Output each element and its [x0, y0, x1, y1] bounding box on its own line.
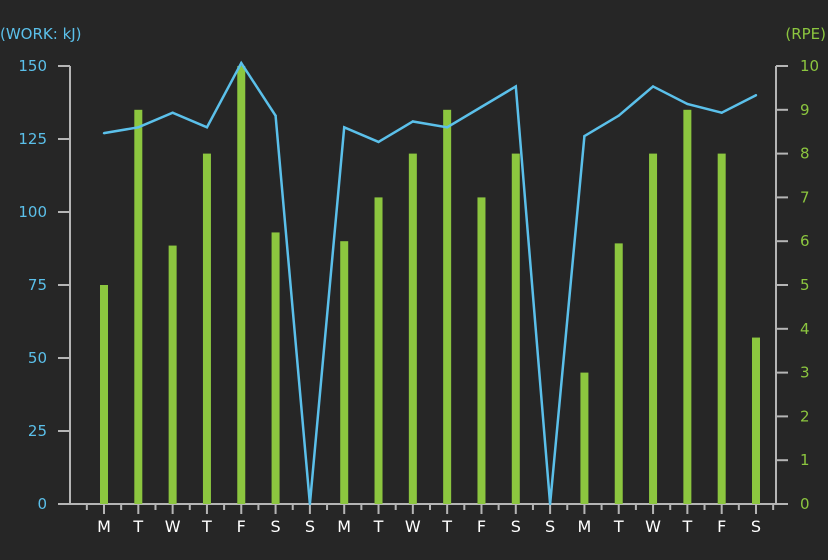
x-axis-tick-label: W [645, 517, 661, 536]
right-axis-tick-label: 8 [800, 145, 810, 163]
x-axis-tick-label: T [441, 517, 452, 536]
x-axis-tick-label: F [717, 517, 726, 536]
x-axis-tick-label: S [545, 517, 555, 536]
work-point [686, 102, 689, 106]
x-axis-tick-label: F [477, 517, 486, 536]
left-axis-tick-label: 25 [28, 422, 47, 440]
rpe-bar [683, 109, 692, 505]
work-point [548, 502, 552, 506]
right-axis-tick-label: 3 [800, 364, 810, 382]
work-point [240, 61, 243, 65]
rpe-bar [649, 153, 658, 504]
x-axis-tick-label: W [165, 517, 181, 536]
rpe-bar [443, 109, 452, 505]
work-point [514, 85, 517, 88]
work-point [720, 111, 723, 114]
right-axis-tick-label: 7 [800, 188, 810, 206]
right-axis-tick-label: 1 [800, 451, 810, 469]
right-axis-tick-label: 10 [800, 57, 819, 75]
x-axis-tick-label: S [751, 517, 761, 536]
x-axis-tick-label: S [271, 517, 281, 536]
right-axis-tick-label: 4 [800, 320, 810, 338]
right-axis-tick-label: 9 [800, 101, 810, 119]
rpe-bar [202, 153, 211, 504]
work-point [274, 114, 277, 117]
x-axis-tick-label: T [132, 517, 143, 536]
work-point [445, 126, 449, 129]
left-axis-tick-label: 125 [18, 130, 47, 148]
rpe-bar [752, 337, 760, 504]
work-line [103, 60, 757, 505]
x-axis-tick-label: T [201, 517, 212, 536]
x-axis-tick-label: T [613, 517, 624, 536]
x-axis-tick-label: M [97, 517, 111, 536]
x-axis-tick-label: M [578, 517, 592, 536]
axes [58, 65, 788, 514]
rpe-bar [408, 153, 417, 504]
work-point [205, 126, 209, 129]
work-point [137, 126, 140, 129]
x-axis-tick-label: S [305, 517, 315, 536]
x-axis-tick-label: M [337, 517, 351, 536]
work-point [102, 131, 106, 135]
rpe-bar [511, 153, 520, 504]
right-axis-tick-label: 0 [800, 495, 810, 513]
work-point [411, 120, 415, 123]
rpe-bar [580, 372, 589, 504]
left-axis-title: (WORK: kJ) [0, 25, 82, 43]
rpe-bar [717, 153, 726, 504]
work-point [480, 105, 483, 109]
x-axis-tick-label: W [405, 517, 421, 536]
work-line-layer [102, 60, 758, 506]
rpe-bars [100, 66, 760, 505]
left-axis-tick-label: 0 [37, 495, 47, 513]
work-point [377, 140, 380, 144]
work-point [308, 502, 312, 506]
rpe-bar [374, 197, 383, 504]
x-axis-tick-label: T [681, 517, 692, 536]
work-point [171, 111, 174, 114]
rpe-bar [271, 232, 280, 504]
rpe-bar [340, 241, 349, 504]
right-axis-tick-label: 5 [800, 276, 810, 294]
right-axis-title: (RPE) [785, 25, 826, 43]
rpe-bar [100, 285, 108, 504]
x-axis-tick-label: F [237, 517, 246, 536]
rpe-bar [614, 243, 623, 504]
x-axis-tick-label: S [511, 517, 521, 536]
rpe-bar [237, 66, 246, 504]
rpe-bar [134, 109, 143, 505]
left-axis-tick-label: 50 [28, 349, 47, 367]
work-point [651, 85, 655, 88]
work-point [754, 94, 758, 97]
right-axis-tick-label: 2 [800, 407, 810, 425]
tick-labels: 0 25 50 75 100 125 150 0 1 2 3 4 5 6 7 8 9 10 M T W T F S S M T W T F… [18, 57, 819, 536]
x-axis-tick-label: T [373, 517, 384, 536]
left-axis-tick-label: 75 [28, 276, 47, 294]
right-axis-tick-label: 6 [800, 232, 810, 250]
work-point [343, 126, 346, 129]
work-point [583, 134, 586, 138]
rpe-bar [477, 197, 486, 504]
left-axis-tick-label: 150 [18, 57, 47, 75]
left-axis-tick-label: 100 [18, 203, 47, 221]
work-point [617, 114, 620, 117]
rpe-bar [168, 245, 177, 504]
